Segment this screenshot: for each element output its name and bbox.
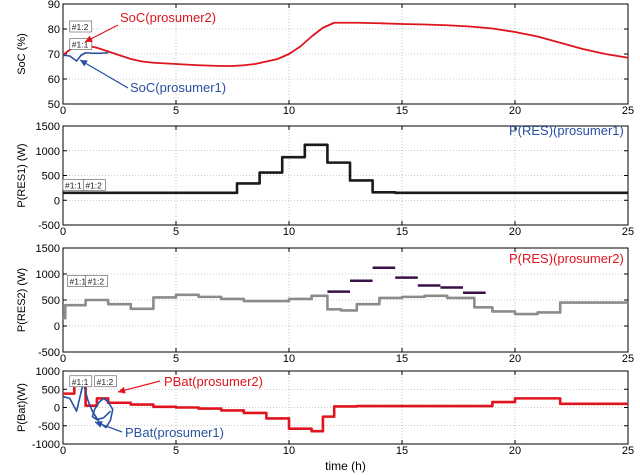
y-tick-label: 60 [48,74,60,86]
y-tick-label: 500 [42,384,60,396]
line-soc-prosumer1- [62,51,109,62]
x-tick-label: 10 [283,353,295,365]
x-tick-label: 0 [60,105,66,117]
y-tick-label: 0 [54,321,60,333]
annotation-box [69,38,93,50]
y-axis-label: P(RES1) (W) [16,143,28,207]
y-tick-label: 1500 [36,243,60,255]
y-axis-label: P(Bat)(W) [16,383,28,432]
annotation-box [94,375,117,388]
x-tick-label: 10 [283,105,295,117]
annotation-label: #1:1 [65,180,82,190]
x-tick-label: 0 [60,226,66,238]
x-tick-label: 25 [622,105,634,117]
x-tick-label: 5 [173,105,179,117]
x-tick-label: 25 [622,353,634,365]
x-tick-label: 25 [622,226,634,238]
line-pbat-prosumer1- [62,381,114,429]
pbat-prosumer1-label: PBat(prosumer1) [125,425,224,440]
y-tick-label: -500 [38,220,60,232]
callout-arrowhead [118,386,126,394]
line-p-res-prosumer2- [63,293,628,320]
y-tick-label: 1000 [36,269,60,281]
x-tick-label: 0 [60,445,66,457]
y-tick-label: 500 [42,171,60,183]
soc-prosumer1-label: SoC(prosumer1) [130,80,226,95]
res-prosumer2-label: P(RES)(prosumer2) [509,251,624,266]
callout-arrowhead [95,421,103,428]
x-tick-label: 15 [396,226,408,238]
annotation-box [69,20,93,33]
annotation-label: #1:1 [72,40,89,50]
annotation-label: #1:2 [88,276,105,286]
x-tick-label: 15 [396,105,408,117]
annotation-label: #1:2 [85,180,102,190]
y-tick-label: 1000 [36,146,60,158]
x-tick-label: 10 [283,226,295,238]
x-tick-label: 5 [173,445,179,457]
y-tick-label: 90 [48,0,60,11]
x-tick-label: 5 [173,353,179,365]
y-tick-label: -500 [38,347,60,359]
y-tick-label: -500 [38,421,60,433]
x-tick-label: 0 [60,353,66,365]
x-tick-label: 5 [173,226,179,238]
x-tick-label: 20 [509,353,521,365]
x-tick-label: 25 [622,445,634,457]
y-tick-label: 0 [54,195,60,207]
x-tick-label: 15 [396,353,408,365]
callout-arrowhead [80,60,88,67]
annotation-label: #1:2 [97,377,114,387]
annotation-box [83,179,106,191]
y-tick-label: 80 [48,24,60,36]
annotation-label: #1:1 [70,276,87,286]
y-tick-label: 1500 [36,121,60,133]
panel-1: 0 5 10 15 20 25 50 60 70 80 90 SoC (%) #1:2 #1:1 [16,0,634,117]
y-tick-label: 500 [42,295,60,307]
callout-arrow [117,380,161,393]
x-axis-label: time (h) [325,459,366,473]
y-tick-label: -1000 [32,439,60,451]
line-p-res-prosumer1- [63,143,628,195]
y-tick-label: 70 [48,49,60,61]
y-axis-label: P(RES2) (W) [16,268,28,332]
annotation-label: #1:1 [72,377,89,387]
y-tick-label: 0 [54,403,60,415]
annotation-box [85,275,108,287]
res-prosumer1-label: P(RES)(prosumer1) [509,123,624,138]
y-tick-label: 1000 [36,366,60,378]
pbat-prosumer2-label: PBat(prosumer2) [164,374,263,389]
x-tick-label: 20 [509,445,521,457]
callout-arrow [79,59,129,89]
x-tick-label: 15 [396,445,408,457]
panel-4: 0 5 10 15 20 25-1000-50005001000P(Bat)(W)time… [16,366,634,473]
y-axis-label: SoC (%) [16,33,28,75]
annotation-label: #1:2 [72,22,89,32]
y-tick-label: 50 [48,99,60,111]
callout-arrowhead [85,35,93,42]
x-tick-label: 20 [509,105,521,117]
x-tick-label: 20 [509,226,521,238]
line-soc-prosumer2- [62,21,629,67]
annotation-box [69,375,93,388]
x-tick-label: 10 [283,445,295,457]
soc-prosumer2-label: SoC(prosumer2) [120,10,216,25]
line-pbat-prosumer2- [63,382,628,433]
